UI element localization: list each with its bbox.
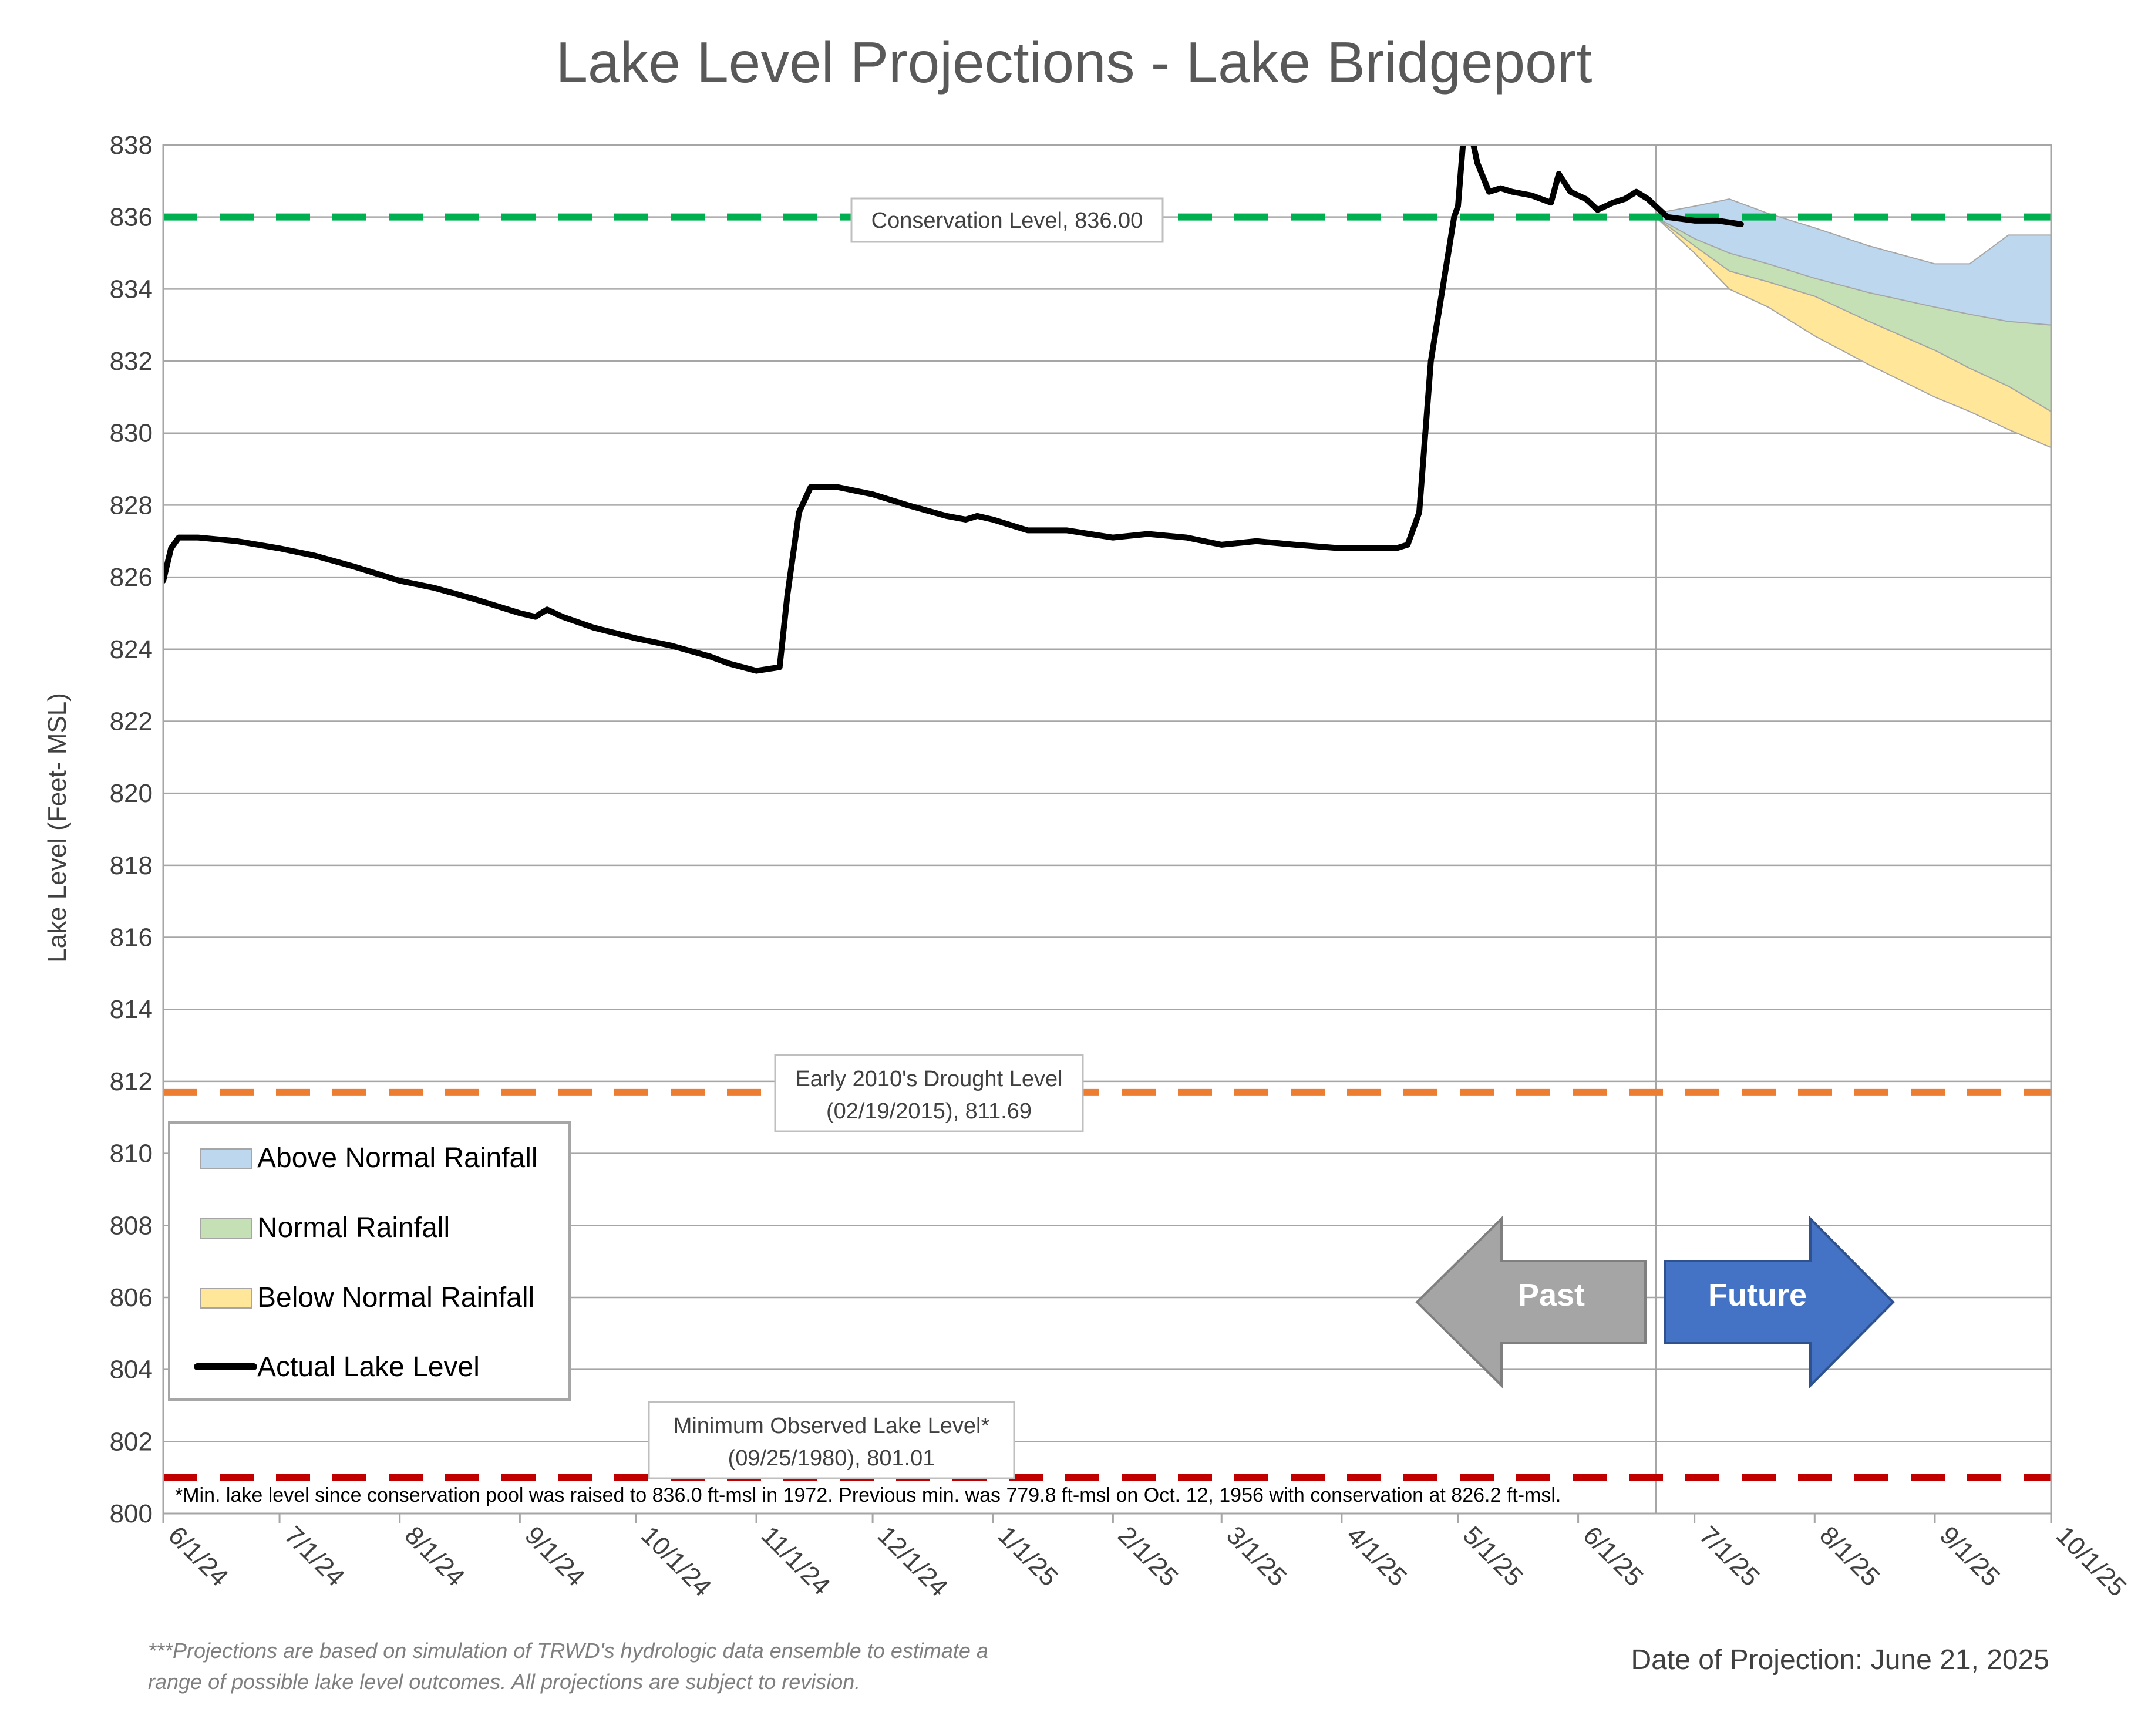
legend-label-above-normal: Above Normal Rainfall <box>257 1142 538 1174</box>
legend-label-normal: Normal Rainfall <box>257 1212 450 1243</box>
y-tick-label: 818 <box>110 851 153 880</box>
chart-title: Lake Level Projections - Lake Bridgeport <box>555 30 1592 95</box>
past-arrow-label: Past <box>1518 1277 1585 1313</box>
y-tick-label: 824 <box>110 635 153 664</box>
drought-annotation-line1: Early 2010's Drought Level <box>795 1067 1062 1091</box>
legend-item-actual: Actual Lake Level <box>194 1351 480 1383</box>
x-tick-label: 1/1/25 <box>992 1521 1063 1592</box>
x-tick-label: 8/1/25 <box>1814 1521 1885 1592</box>
legend-item-below-normal: Below Normal Rainfall <box>200 1282 534 1313</box>
y-tick-label: 816 <box>110 923 153 952</box>
y-tick-label: 808 <box>110 1211 153 1240</box>
legend-item-normal: Normal Rainfall <box>200 1212 450 1243</box>
y-tick-label: 836 <box>110 203 153 232</box>
y-tick-label: 806 <box>110 1283 153 1312</box>
x-tick-label: 12/1/24 <box>872 1521 953 1602</box>
legend: Above Normal Rainfall Normal Rainfall Be… <box>168 1121 571 1401</box>
y-tick-label: 828 <box>110 491 153 520</box>
y-tick-label: 820 <box>110 779 153 808</box>
drought-annotation: Early 2010's Drought Level (02/19/2015),… <box>774 1054 1084 1132</box>
reference-lines <box>163 213 2051 1481</box>
legend-swatch-above-normal <box>200 1148 252 1169</box>
y-tick-label: 838 <box>110 131 153 160</box>
drought-annotation-line2: (02/19/2015), 811.69 <box>826 1099 1032 1124</box>
y-tick-label: 822 <box>110 707 153 736</box>
x-tick-label: 8/1/24 <box>399 1521 470 1592</box>
y-tick-label: 812 <box>110 1067 153 1096</box>
x-tick-label: 9/1/24 <box>519 1521 590 1592</box>
conservation-annotation-text: Conservation Level, 836.00 <box>871 208 1143 233</box>
x-tick-label: 6/1/24 <box>163 1521 234 1592</box>
actual-lake-level-line <box>163 145 1744 674</box>
y-tick-label: 826 <box>110 563 153 592</box>
y-tick-label: 814 <box>110 995 153 1024</box>
x-tick-label: 10/1/24 <box>635 1521 716 1602</box>
projection-bands <box>1655 198 2052 449</box>
legend-label-below-normal: Below Normal Rainfall <box>257 1282 534 1313</box>
y-tick-label: 804 <box>110 1356 153 1384</box>
plot-area-border <box>162 144 2052 1515</box>
y-tick-label: 800 <box>110 1499 153 1528</box>
x-axis-ticks: 6/1/24 7/1/24 8/1/24 9/1/24 10/1/24 11/1/24 12… <box>162 1513 2132 1602</box>
minimum-annotation-line2: (09/25/1980), 801.01 <box>728 1446 935 1471</box>
past-arrow: Past <box>1415 1216 1647 1388</box>
y-tick-label: 810 <box>110 1140 153 1168</box>
minimum-footnote: *Min. lake level since conservation pool… <box>175 1484 1561 1506</box>
y-tick-label: 830 <box>110 419 153 448</box>
conservation-annotation: Conservation Level, 836.00 <box>850 197 1164 243</box>
x-tick-label: 3/1/25 <box>1221 1521 1292 1592</box>
projection-date: Date of Projection: June 21, 2025 <box>1631 1644 2049 1676</box>
legend-swatch-below-normal <box>200 1288 252 1309</box>
future-arrow: Future <box>1664 1216 1895 1388</box>
legend-item-above-normal: Above Normal Rainfall <box>200 1142 538 1174</box>
y-tick-label: 832 <box>110 347 153 376</box>
y-tick-label: 834 <box>110 275 153 304</box>
legend-label-actual: Actual Lake Level <box>257 1351 480 1383</box>
projection-disclaimer-line2: range of possible lake level outcomes. A… <box>148 1670 860 1694</box>
projection-disclaimer-line1: ***Projections are based on simulation o… <box>148 1639 988 1663</box>
minimum-annotation-line1: Minimum Observed Lake Level* <box>674 1414 990 1438</box>
minimum-annotation: Minimum Observed Lake Level* (09/25/1980… <box>648 1401 1015 1479</box>
y-tick-label: 802 <box>110 1427 153 1456</box>
x-tick-label: 5/1/25 <box>1457 1521 1528 1592</box>
future-arrow-label: Future <box>1708 1277 1807 1313</box>
actual-lake-level-series <box>163 145 1744 674</box>
x-tick-label: 7/1/24 <box>279 1521 350 1592</box>
x-tick-label: 11/1/24 <box>756 1521 836 1600</box>
x-tick-label: 9/1/25 <box>1934 1521 2005 1592</box>
legend-swatch-normal <box>200 1218 252 1239</box>
x-tick-label: 4/1/25 <box>1341 1521 1412 1592</box>
x-tick-label: 7/1/25 <box>1694 1521 1765 1592</box>
x-tick-label: 6/1/25 <box>1578 1521 1649 1592</box>
x-tick-label: 2/1/25 <box>1112 1521 1183 1592</box>
y-axis-label: Lake Level (Feet- MSL) <box>43 693 72 963</box>
x-tick-label: 10/1/25 <box>2051 1521 2132 1602</box>
y-axis-ticks: 800 802 804 806 808 810 812 814 816 818 820 822 824 8… <box>110 131 153 1528</box>
